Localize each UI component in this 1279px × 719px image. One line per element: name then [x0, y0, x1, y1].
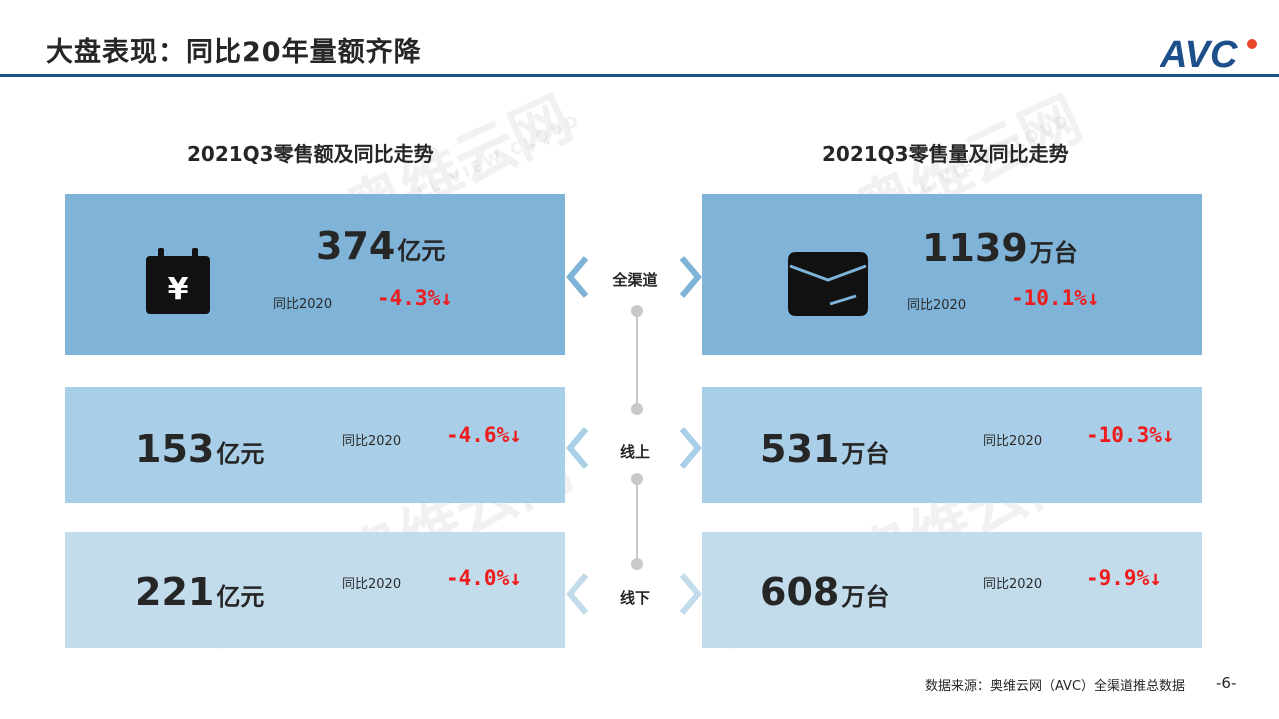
right-card-online: 531万台 同比2020 -10.3%↓ [702, 387, 1202, 503]
timeline-line [636, 478, 638, 565]
left-section-title: 2021Q3零售额及同比走势 [187, 142, 434, 166]
avc-logo: AVC [1160, 34, 1257, 70]
page-number: -6- [1216, 674, 1237, 692]
page-title: 大盘表现：同比20年量额齐降 [46, 37, 422, 68]
channel-label-all: 全渠道 [612, 271, 658, 289]
timeline-dot [631, 473, 643, 485]
metric-value: 608万台 [760, 570, 890, 614]
svg-text:¥: ¥ [168, 272, 189, 307]
right-section-title: 2021Q3零售量及同比走势 [822, 142, 1069, 166]
metric-value: 531万台 [760, 427, 890, 471]
yoy-value: -4.3%↓ [377, 286, 453, 310]
yoy-label: 同比2020 [342, 434, 402, 449]
yoy-value: -10.3%↓ [1086, 423, 1175, 447]
data-source-note: 数据来源：奥维云网（AVC）全渠道推总数据 [925, 679, 1186, 694]
chevron-right-icon [680, 427, 702, 469]
metric-value: 374亿元 [316, 224, 446, 268]
yoy-label: 同比2020 [983, 577, 1043, 592]
metric-value: 153亿元 [135, 427, 265, 471]
timeline-line [636, 310, 638, 410]
title-divider [0, 74, 1279, 77]
yoy-label: 同比2020 [907, 298, 967, 313]
svg-text:AVC: AVC [1160, 34, 1238, 70]
yoy-value: -10.1%↓ [1011, 286, 1100, 310]
chevron-left-icon [566, 256, 588, 298]
timeline-dot [631, 403, 643, 415]
left-card-all-channel: ¥ 374亿元 同比2020 -4.3%↓ [65, 194, 565, 355]
chevron-right-icon [680, 573, 702, 615]
chevron-left-icon [566, 427, 588, 469]
left-card-online: 153亿元 同比2020 -4.6%↓ [65, 387, 565, 503]
yoy-value: -9.9%↓ [1086, 566, 1162, 590]
yoy-value: -4.0%↓ [446, 566, 522, 590]
metric-value: 221亿元 [135, 570, 265, 614]
yen-calendar-icon: ¥ [146, 248, 210, 314]
timeline-dot [631, 558, 643, 570]
chevron-left-icon [566, 573, 588, 615]
right-card-all-channel: 1139万台 同比2020 -10.1%↓ [702, 194, 1202, 355]
chevron-right-icon [680, 256, 702, 298]
channel-label-offline: 线下 [619, 589, 650, 607]
box-package-icon [788, 252, 868, 316]
metric-value: 1139万台 [922, 226, 1078, 270]
yoy-value: -4.6%↓ [446, 423, 522, 447]
yoy-label: 同比2020 [983, 434, 1043, 449]
yoy-label: 同比2020 [273, 297, 333, 312]
yoy-label: 同比2020 [342, 577, 402, 592]
left-card-offline: 221亿元 同比2020 -4.0%↓ [65, 532, 565, 648]
timeline-dot [631, 305, 643, 317]
right-card-offline: 608万台 同比2020 -9.9%↓ [702, 532, 1202, 648]
channel-label-online: 线上 [619, 443, 650, 461]
